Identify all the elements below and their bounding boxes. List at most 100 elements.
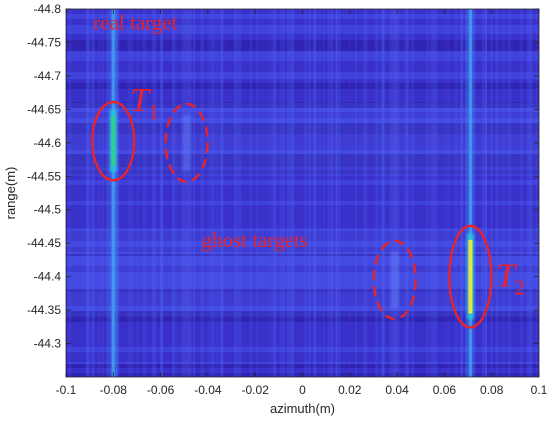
heatmap-band xyxy=(66,289,539,292)
heatmap-streak xyxy=(153,9,157,377)
heatmap-streak xyxy=(172,9,176,377)
heatmap-band xyxy=(66,108,539,112)
heatmap-band xyxy=(66,112,539,118)
heatmap-streak xyxy=(207,9,211,377)
target-label-subscript: 2 xyxy=(514,276,525,300)
heatmap-band xyxy=(66,215,539,217)
heatmap-streak xyxy=(521,9,523,377)
heatmap-band xyxy=(66,63,539,69)
x-tick-label: 0.06 xyxy=(433,383,457,397)
heatmap-band xyxy=(66,19,539,25)
heatmap-band xyxy=(66,338,539,340)
heatmap-streak xyxy=(411,9,415,377)
heatmap-streak xyxy=(106,9,108,377)
heatmap-streak xyxy=(142,9,146,377)
heatmap-band xyxy=(66,158,539,161)
heatmap-streak xyxy=(234,9,237,377)
heatmap-band xyxy=(66,14,539,19)
heatmap-streak xyxy=(151,9,155,377)
heatmap-band xyxy=(66,362,539,364)
heatmap-band xyxy=(66,247,539,252)
heatmap-streak xyxy=(382,9,387,377)
heatmap-band xyxy=(66,190,539,192)
y-tick-label: -44.45 xyxy=(27,236,61,250)
heatmap-streak xyxy=(494,9,497,377)
heatmap-streak xyxy=(362,9,365,377)
heatmap-streak xyxy=(529,9,533,377)
heatmap-band xyxy=(66,192,539,196)
heatmap-band xyxy=(66,150,539,154)
heatmap-streak xyxy=(211,9,215,377)
heatmap-band xyxy=(66,254,539,256)
heatmap-streak xyxy=(519,9,522,377)
heatmap-band xyxy=(66,300,539,306)
heatmap-streak xyxy=(286,9,290,377)
heatmap-streak xyxy=(322,9,325,377)
target-label: T xyxy=(496,258,517,295)
ghost-ellipse xyxy=(164,102,209,184)
heatmap-streak xyxy=(402,9,405,377)
heatmap-band xyxy=(66,256,539,260)
heatmap-band xyxy=(66,311,539,317)
heatmap-streak xyxy=(349,9,351,377)
heatmap-streak xyxy=(336,9,340,377)
heatmap-streak xyxy=(275,9,277,377)
axes: -0.1 -0.08 -0.06 -0.04 -0.02 0 0.02 0.04 0.06 0.0… xyxy=(3,2,548,416)
heatmap-streak xyxy=(86,9,91,377)
heatmap-band xyxy=(66,328,539,331)
heatmap-streak xyxy=(433,9,436,377)
heatmap-streak xyxy=(68,9,72,377)
heatmap-band xyxy=(66,205,539,208)
heatmap-streak xyxy=(374,9,376,377)
heatmap-band xyxy=(66,34,539,40)
y-tick-label: -44.65 xyxy=(27,102,61,116)
heatmap-band xyxy=(66,352,539,358)
heatmap-band xyxy=(66,292,539,295)
heatmap-streak xyxy=(375,9,377,377)
y-tick-label: -44.6 xyxy=(34,136,62,150)
ghost-column xyxy=(389,9,400,377)
heatmap-streak xyxy=(383,9,385,377)
heatmap-streak xyxy=(289,9,294,377)
heatmap-streak xyxy=(130,9,134,377)
heatmap-streak xyxy=(87,9,91,377)
heatmap-streak xyxy=(98,9,100,377)
heatmap-band xyxy=(66,270,539,272)
heatmap-band xyxy=(66,284,539,289)
heatmap-band xyxy=(66,89,539,91)
heatmap-band xyxy=(66,222,539,228)
heatmap-band xyxy=(66,28,539,34)
heatmap-streak xyxy=(136,9,140,377)
x-tick-label: -0.1 xyxy=(56,383,77,397)
heatmap-band xyxy=(66,51,539,54)
heatmap-streak xyxy=(335,9,337,377)
heatmap-band xyxy=(66,278,539,284)
heatmap-streak xyxy=(220,9,223,377)
heatmap-streak xyxy=(304,9,308,377)
heatmap-streak xyxy=(307,9,311,377)
heatmap-streak xyxy=(380,9,384,377)
heatmap-band xyxy=(66,134,539,140)
heatmap-band xyxy=(66,340,539,347)
heatmap-streak xyxy=(269,9,271,377)
heatmap-streak xyxy=(382,9,385,377)
target-column xyxy=(111,9,115,377)
heatmap-streak xyxy=(454,9,458,377)
target-peak xyxy=(111,116,116,167)
heatmap-band xyxy=(66,368,539,373)
target-label-subscript: 1 xyxy=(148,100,159,124)
heatmap-streak xyxy=(160,9,164,377)
heatmap-streak xyxy=(485,9,488,377)
heatmap-streak xyxy=(292,9,295,377)
heatmap-band xyxy=(66,174,539,180)
heatmap-row-glow xyxy=(66,229,539,317)
heatmap-streak xyxy=(460,9,463,377)
heatmap-band xyxy=(66,228,539,231)
heatmap-streak xyxy=(172,9,175,377)
heatmap-streak xyxy=(193,9,196,377)
ghost-blob xyxy=(182,114,191,171)
heatmap-streak xyxy=(85,9,89,377)
heatmap-band xyxy=(66,118,539,123)
target-ellipse xyxy=(91,100,136,182)
heatmap-band xyxy=(66,79,539,83)
